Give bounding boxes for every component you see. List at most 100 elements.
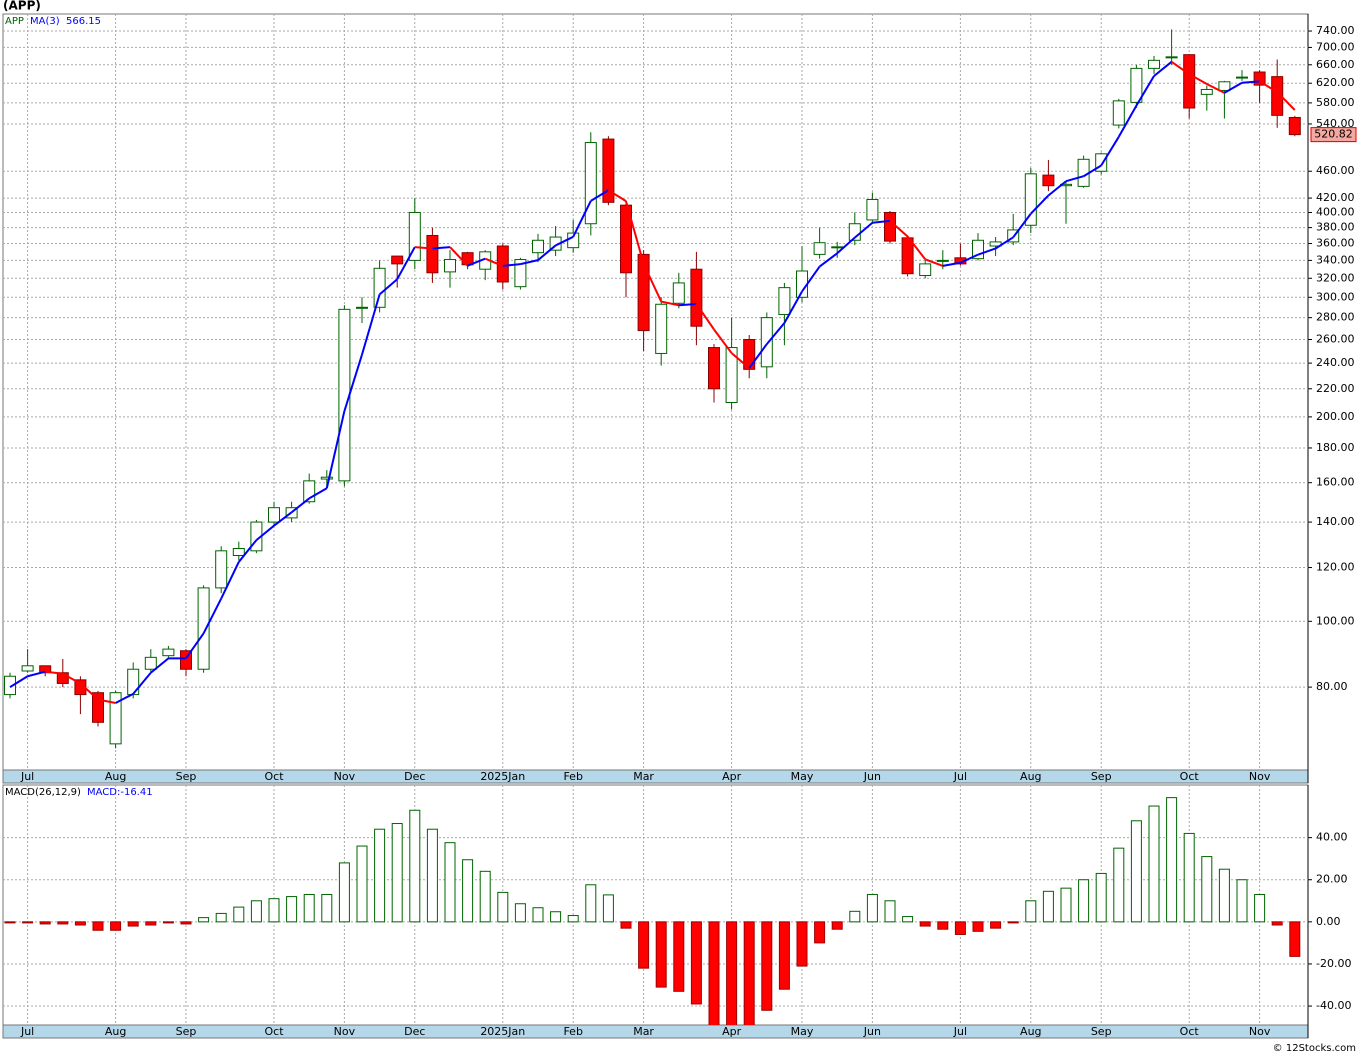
macd-bar [673, 921, 685, 992]
x-axis-band [2, 1024, 1309, 1039]
macd-bar [1236, 879, 1248, 923]
candle-body [232, 548, 245, 556]
ma-segment [115, 692, 134, 704]
ma-segment [343, 354, 363, 412]
macd-bar [585, 884, 597, 923]
candle-body [109, 692, 122, 745]
ma-segment [836, 236, 856, 255]
candle-body [831, 246, 844, 249]
ma-segment [977, 247, 996, 256]
candle-body [320, 476, 333, 480]
ma-segment [150, 657, 170, 674]
x-tick-label: Jun [863, 770, 881, 783]
x-tick-label: Oct [264, 1025, 284, 1038]
macd-bar [1078, 879, 1090, 923]
y-tick-label: 20.00 [1316, 873, 1348, 886]
macd-bar [902, 916, 914, 923]
ma-segment [97, 698, 116, 705]
candle-body [1112, 100, 1125, 126]
x-tick-label: Jun [863, 1025, 881, 1038]
macd-bar [426, 828, 438, 923]
y-tick-label: 420.00 [1316, 191, 1355, 204]
macd-bar [145, 921, 157, 926]
candle-body [866, 198, 879, 221]
chart-title: (APP) [3, 0, 41, 13]
candle-body [1024, 173, 1037, 226]
macd-bar [1042, 890, 1054, 923]
candle-body [972, 239, 984, 260]
candle-body [92, 692, 104, 723]
candle-body [426, 234, 439, 274]
candle-body [197, 587, 210, 670]
macd-bar [1201, 856, 1213, 923]
x-tick-label: Sep [1091, 1025, 1112, 1038]
series-group [4, 29, 1301, 749]
candle-body [4, 675, 16, 696]
y-tick-label: 220.00 [1316, 382, 1355, 395]
ma-segment [783, 290, 803, 324]
ma-segment [1223, 81, 1243, 94]
macd-bar [198, 917, 210, 923]
x-tick-label: Feb [563, 770, 582, 783]
candle-body [936, 259, 949, 262]
ma-segment [1030, 194, 1050, 215]
macd-bar [761, 921, 773, 1011]
ma-segment [1241, 80, 1260, 84]
macd-bar [1095, 872, 1107, 923]
macd-bar [303, 893, 315, 923]
last-price-box [1310, 127, 1357, 143]
ma-segment [889, 220, 909, 238]
x-tick-label: Jul [953, 770, 967, 783]
candle-body [408, 211, 421, 261]
macd-bar [743, 921, 755, 1025]
y-tick-label: 580.00 [1316, 96, 1355, 109]
macd-bar [22, 921, 34, 924]
ma-segment [748, 343, 768, 369]
candle-body [1236, 76, 1248, 79]
macd-bar [356, 845, 368, 923]
y-tick-label: 460.00 [1316, 164, 1355, 177]
macd-bar [919, 921, 931, 927]
candle-body [725, 347, 738, 403]
macd-bar [110, 921, 122, 931]
ma-segment [1047, 180, 1067, 197]
ma-segment [801, 265, 821, 293]
macd-bar [1113, 847, 1125, 923]
ma-segment [607, 189, 627, 202]
macd-bar [567, 915, 579, 923]
y-tick-label: 260.00 [1316, 333, 1355, 346]
x-tick-label: Dec [404, 1025, 425, 1038]
ma-segment [132, 672, 152, 695]
ma-segment [396, 246, 416, 280]
candle-body [1253, 71, 1266, 86]
ma-segment [1083, 164, 1102, 178]
ma-segment [1188, 73, 1208, 85]
ma-segment [378, 278, 398, 296]
ma-segment [906, 235, 926, 260]
macd-bar [233, 906, 245, 923]
ma-segment [62, 672, 81, 685]
legend-entry: MA(3) [30, 16, 60, 27]
y-tick-label: 140.00 [1316, 515, 1355, 528]
ma-segment [590, 189, 609, 202]
candle-body [1130, 67, 1143, 103]
ma-segment [642, 263, 663, 302]
y-tick-label: 200.00 [1316, 410, 1355, 423]
candle-body [356, 306, 368, 309]
candle-body [1095, 153, 1108, 172]
macd-bar [409, 809, 421, 923]
candle-body [532, 239, 544, 254]
ma-segment [730, 352, 750, 369]
x-tick-label: Aug [105, 1025, 126, 1038]
panel [2, 13, 1309, 771]
x-tick-label: May [791, 770, 814, 783]
ma-segment [449, 246, 469, 267]
macd-bar [57, 921, 69, 925]
y-tick-label: 620.00 [1316, 76, 1355, 89]
candle-body [127, 668, 140, 696]
macd-bar [690, 921, 702, 1005]
ma-segment [308, 487, 328, 500]
candle-body [444, 259, 456, 273]
candle-body [708, 347, 720, 390]
x-tick-label: Aug [105, 770, 126, 783]
